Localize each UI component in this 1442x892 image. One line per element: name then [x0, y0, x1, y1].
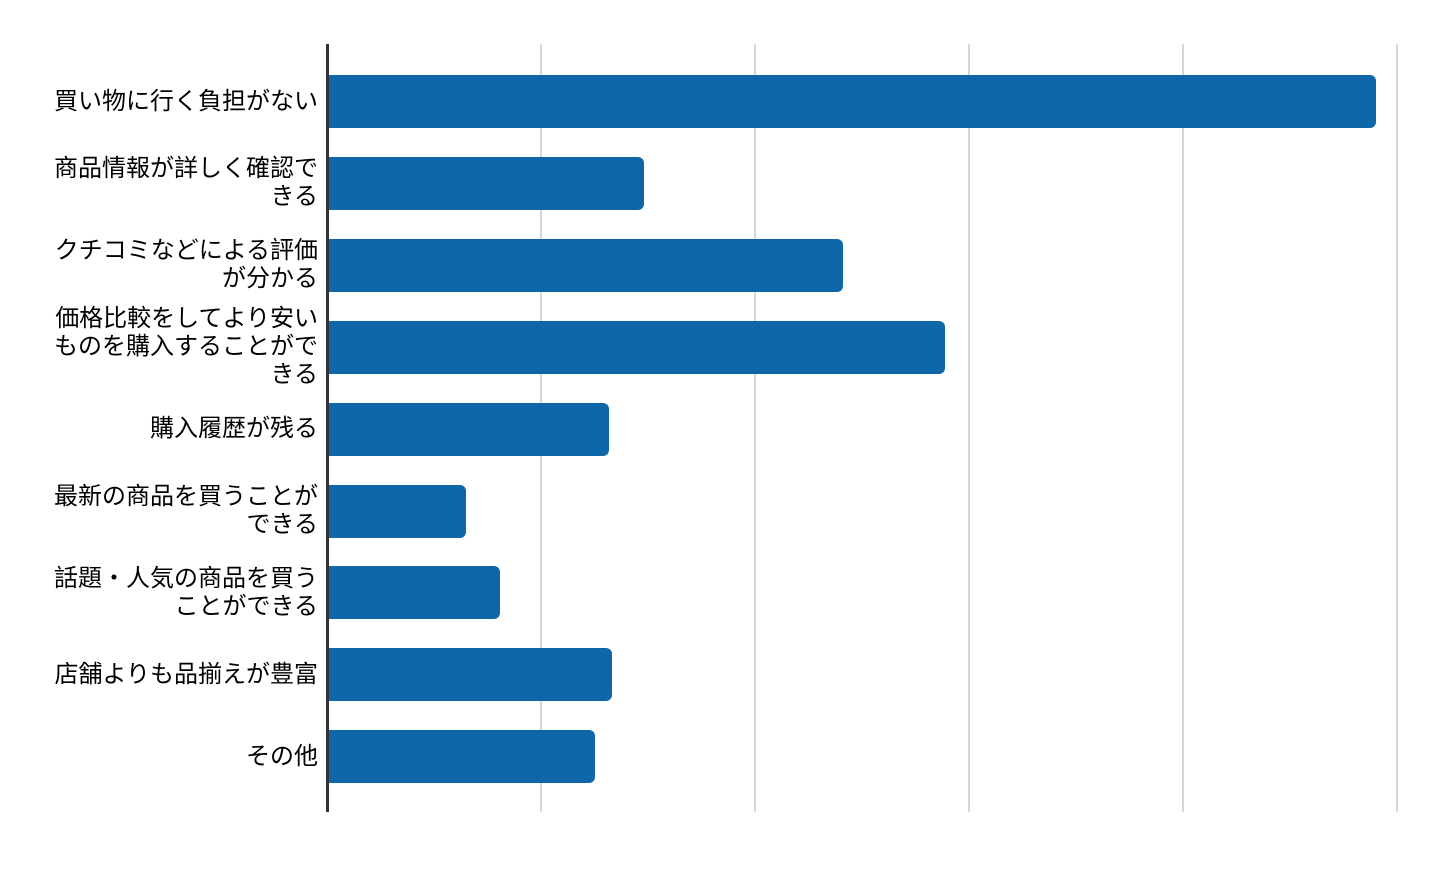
category-label: 購入履歴が残る — [150, 415, 318, 442]
bar — [329, 648, 612, 701]
category-label: 店舗よりも品揃えが豊富 — [54, 661, 318, 688]
gridline — [1396, 44, 1398, 812]
gridline — [1182, 44, 1184, 812]
category-label: 価格比較をしてより安い ものを購入することがで きる — [54, 305, 318, 388]
bar — [329, 485, 466, 538]
category-label: クチコミなどによる評価 が分かる — [54, 237, 318, 292]
category-label: 話題・人気の商品を買う ことができる — [54, 565, 318, 620]
bar — [329, 403, 609, 456]
bar — [329, 321, 945, 374]
gridline — [968, 44, 970, 812]
bar — [329, 157, 644, 210]
y-axis-line — [326, 44, 329, 812]
bar — [329, 730, 595, 783]
bar — [329, 566, 500, 619]
category-label: 買い物に行く負担がない — [54, 88, 318, 115]
gridline — [754, 44, 756, 812]
bar — [329, 75, 1376, 128]
category-label: 最新の商品を買うことが できる — [54, 483, 318, 538]
bar — [329, 239, 843, 292]
category-label: その他 — [246, 743, 318, 770]
category-label: 商品情報が詳しく確認で きる — [54, 155, 318, 210]
